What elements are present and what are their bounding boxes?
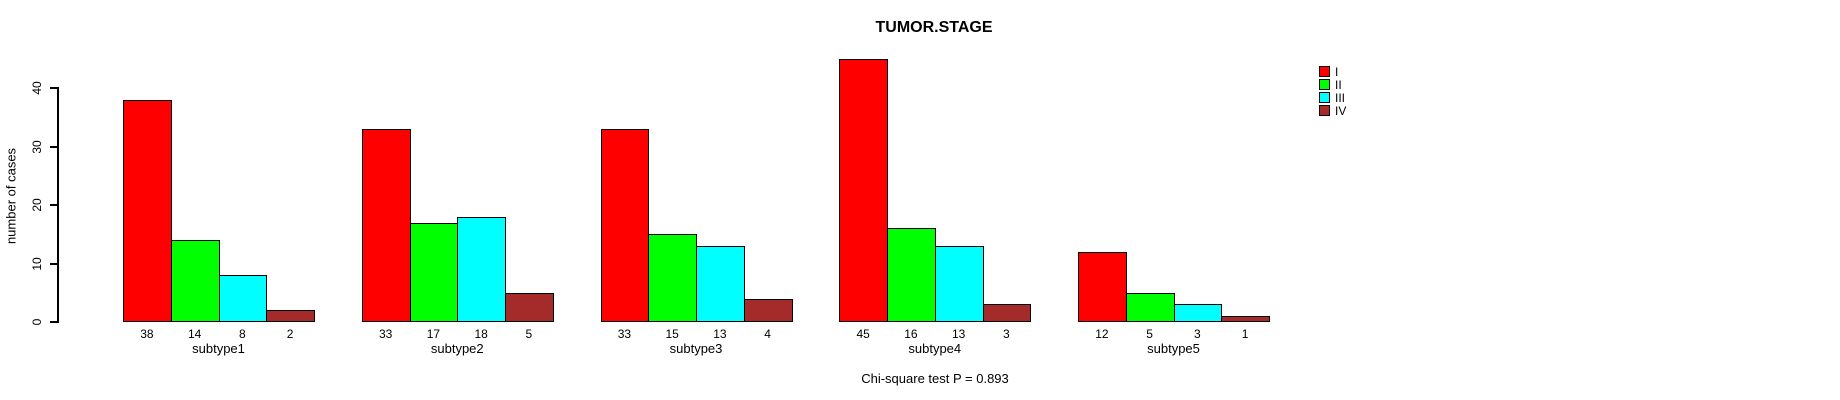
legend-label: I [1335, 64, 1339, 79]
legend-swatch-IV [1319, 105, 1330, 116]
legend-item-IV: IV [1319, 103, 1347, 118]
y-axis-tick [50, 262, 57, 265]
bar-value-label: 14 [187, 327, 202, 341]
y-axis-tick [50, 204, 57, 206]
y-axis-tick-label: 30 [30, 139, 44, 154]
legend-label: II [1335, 77, 1342, 92]
bar-subtype5-stage-II [1125, 292, 1175, 322]
bar-subtype3-stage-III [696, 245, 745, 322]
bar-value-label: 1 [1241, 327, 1249, 341]
legend: I II III IV [1319, 64, 1347, 118]
y-axis-tick [50, 87, 57, 89]
legend-label: III [1335, 90, 1346, 105]
legend-item-II: II [1319, 77, 1346, 92]
category-label-subtype2: subtype2 [430, 341, 484, 356]
y-axis-tick-label: 0 [30, 318, 44, 326]
bar-subtype2-stage-III [457, 216, 506, 322]
bar-value-label: 2 [286, 327, 294, 341]
y-axis-tick-label: 20 [30, 198, 44, 212]
bar-value-label: 3 [1003, 327, 1010, 341]
legend-item-I: I [1319, 64, 1346, 79]
bar-value-label: 12 [1095, 327, 1109, 341]
bar-value-label: 17 [426, 327, 441, 341]
legend-item-III: III [1319, 90, 1346, 105]
bar-subtype3-stage-I [600, 128, 650, 322]
bar-value-label: 16 [904, 327, 918, 341]
legend-swatch-II [1319, 79, 1330, 90]
bar-subtype3-stage-IV [743, 298, 793, 322]
bar-subtype1-stage-II [170, 240, 220, 322]
bar-value-label: 5 [525, 327, 533, 341]
bar-subtype4-stage-IV [982, 304, 1032, 322]
bar-subtype3-stage-II [648, 234, 697, 322]
y-axis-tick-label: 40 [30, 81, 44, 95]
y-axis-tick [50, 321, 57, 323]
bar-subtype1-stage-III [218, 275, 268, 322]
bar-value-label: 33 [378, 327, 393, 341]
bar-value-label: 4 [764, 327, 771, 341]
bar-subtype4-stage-III [934, 245, 984, 322]
bar-value-label: 38 [140, 327, 154, 341]
y-axis-label: number of cases [3, 147, 19, 245]
bar-subtype5-stage-III [1173, 304, 1223, 322]
bar-value-label: 5 [1146, 327, 1153, 341]
y-axis-tick [50, 145, 57, 148]
y-axis-tick-label: 10 [30, 256, 44, 271]
bar-subtype2-stage-IV [505, 292, 554, 322]
bar-subtype1-stage-I [123, 99, 172, 322]
bar-value-label: 33 [617, 327, 632, 341]
category-label-subtype3: subtype3 [669, 341, 723, 356]
bar-value-label: 18 [474, 327, 488, 341]
bar-value-label: 13 [713, 327, 727, 341]
bar-value-label: 15 [665, 327, 679, 341]
bar-value-label: 13 [951, 327, 966, 341]
bar-subtype1-stage-IV [266, 310, 315, 322]
bar-subtype5-stage-IV [1221, 316, 1270, 322]
chart-title: TUMOR.STAGE [875, 19, 993, 36]
category-label-subtype5: subtype5 [1147, 341, 1200, 356]
y-axis-line [57, 87, 59, 323]
category-label-subtype4: subtype4 [908, 341, 962, 356]
bar-subtype5-stage-I [1078, 251, 1127, 322]
bar-subtype2-stage-II [409, 222, 459, 322]
legend-label: IV [1335, 103, 1347, 118]
bar-value-label: 8 [239, 327, 246, 341]
bar-subtype2-stage-I [361, 128, 411, 322]
legend-swatch-I [1319, 66, 1330, 77]
bar-subtype4-stage-II [887, 228, 936, 322]
chi-square-note: Chi-square test P = 0.893 [861, 371, 1009, 386]
bar-value-label: 45 [856, 327, 870, 341]
category-label-subtype1: subtype1 [192, 341, 245, 356]
legend-swatch-III [1319, 92, 1330, 103]
bar-subtype4-stage-I [839, 58, 888, 322]
bar-value-label: 3 [1194, 327, 1201, 341]
